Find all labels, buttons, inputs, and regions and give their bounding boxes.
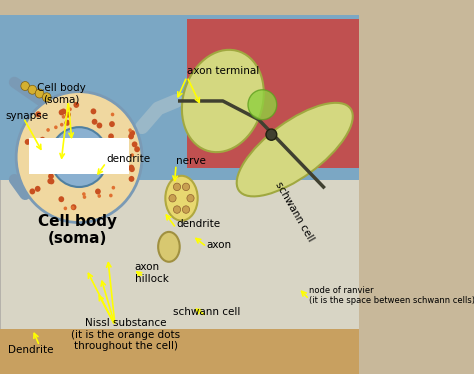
- Circle shape: [129, 166, 135, 172]
- Circle shape: [128, 176, 135, 182]
- Circle shape: [54, 125, 58, 129]
- Text: Cell body
(soma): Cell body (soma): [38, 214, 117, 246]
- Circle shape: [28, 85, 36, 94]
- Circle shape: [134, 146, 140, 152]
- Text: schwann cell: schwann cell: [173, 307, 240, 317]
- Circle shape: [68, 107, 72, 111]
- Circle shape: [266, 129, 277, 140]
- Text: axon: axon: [207, 240, 232, 250]
- Circle shape: [169, 194, 176, 202]
- Circle shape: [173, 183, 181, 191]
- Text: Dendrite: Dendrite: [8, 345, 53, 355]
- Circle shape: [91, 108, 96, 114]
- Circle shape: [59, 110, 64, 116]
- Circle shape: [64, 206, 67, 210]
- Text: node of ranvier
(it is the space between schwann cells): node of ranvier (it is the space between…: [309, 286, 474, 305]
- Circle shape: [64, 120, 70, 126]
- Ellipse shape: [182, 50, 264, 152]
- Circle shape: [187, 194, 194, 202]
- Circle shape: [16, 92, 142, 223]
- Text: Cell body
(soma): Cell body (soma): [36, 83, 85, 104]
- Circle shape: [65, 112, 71, 118]
- Circle shape: [62, 115, 65, 119]
- Circle shape: [111, 186, 115, 190]
- Circle shape: [111, 113, 114, 116]
- Circle shape: [116, 142, 121, 148]
- Circle shape: [66, 142, 91, 168]
- Circle shape: [49, 178, 55, 184]
- Text: synapse: synapse: [5, 111, 48, 121]
- Text: Nissl substance
(it is the orange dots
throughout the cell): Nissl substance (it is the orange dots t…: [71, 318, 181, 351]
- Circle shape: [91, 119, 98, 125]
- Circle shape: [25, 139, 30, 145]
- Circle shape: [46, 128, 50, 132]
- Text: schwann cell: schwann cell: [273, 180, 316, 243]
- Circle shape: [50, 127, 108, 187]
- Circle shape: [130, 153, 134, 157]
- Text: axon
hillock: axon hillock: [135, 262, 169, 284]
- Circle shape: [128, 165, 134, 171]
- Circle shape: [108, 134, 114, 140]
- Circle shape: [132, 141, 137, 147]
- Bar: [0, 329, 359, 374]
- Circle shape: [71, 206, 74, 209]
- Circle shape: [35, 89, 44, 98]
- Text: dendrite: dendrite: [176, 220, 220, 229]
- Circle shape: [173, 206, 181, 213]
- Circle shape: [21, 82, 29, 91]
- Circle shape: [48, 173, 54, 179]
- Circle shape: [36, 111, 41, 117]
- Circle shape: [182, 206, 190, 213]
- Circle shape: [109, 194, 113, 197]
- Circle shape: [61, 108, 66, 114]
- Circle shape: [40, 137, 46, 143]
- Circle shape: [47, 178, 53, 184]
- Circle shape: [35, 186, 41, 192]
- Ellipse shape: [165, 176, 198, 221]
- Circle shape: [29, 188, 35, 194]
- Circle shape: [182, 183, 190, 191]
- Circle shape: [40, 165, 46, 171]
- Circle shape: [73, 102, 79, 108]
- Circle shape: [42, 93, 51, 102]
- Circle shape: [82, 195, 86, 199]
- Text: dendrite: dendrite: [106, 154, 150, 164]
- Bar: [0, 15, 359, 180]
- Circle shape: [128, 128, 132, 132]
- Circle shape: [248, 90, 277, 120]
- Text: axon terminal: axon terminal: [187, 66, 259, 76]
- Circle shape: [60, 123, 64, 126]
- Bar: [187, 19, 359, 168]
- Circle shape: [97, 123, 102, 129]
- Text: nerve: nerve: [176, 156, 206, 166]
- Circle shape: [98, 194, 101, 198]
- Circle shape: [82, 192, 86, 196]
- Circle shape: [58, 196, 64, 202]
- Bar: [0, 15, 359, 344]
- Circle shape: [129, 130, 135, 136]
- Ellipse shape: [237, 103, 353, 196]
- Circle shape: [95, 188, 101, 194]
- Circle shape: [109, 121, 115, 127]
- Ellipse shape: [158, 232, 180, 262]
- FancyBboxPatch shape: [29, 138, 129, 174]
- Circle shape: [128, 134, 134, 140]
- Circle shape: [71, 204, 76, 210]
